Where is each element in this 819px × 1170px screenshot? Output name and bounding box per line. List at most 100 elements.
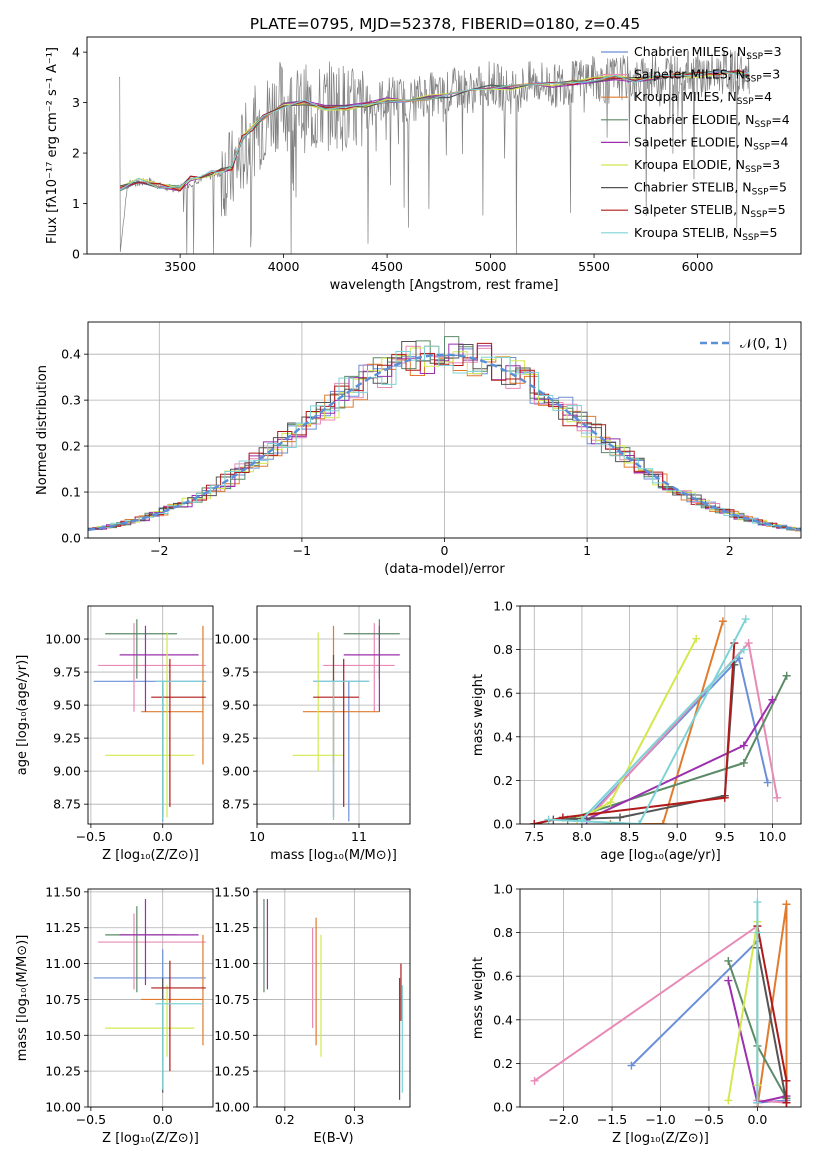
y-tick-label: 9.25: [222, 731, 250, 746]
y-tick-label: 0.2: [493, 773, 513, 788]
legend-label-sub: SSP: [750, 210, 767, 220]
x-tick-label: 5000: [475, 259, 507, 274]
y-tick-label: 0.6: [493, 969, 513, 984]
weight-marker: [753, 928, 762, 937]
error-bar-point: [151, 658, 206, 807]
plot-area-z_weight: [530, 898, 791, 1107]
weight-series: [530, 660, 739, 824]
x-tick-label: 0.3: [344, 1112, 364, 1127]
axes-frame: [87, 605, 214, 825]
x-tick-label: 10: [249, 829, 265, 844]
y-tick-label: 10.25: [214, 1064, 250, 1079]
model-spectrum-kroupa_stelib: [119, 70, 750, 191]
weight-marker: [544, 815, 553, 824]
legend-label-tail: =5: [767, 202, 785, 217]
y-tick-label: 9.25: [53, 731, 81, 746]
x-tick-label: −2.0: [548, 1112, 578, 1127]
x-tick-label: 4000: [268, 259, 300, 274]
y-tick-label: 0.4: [61, 347, 81, 362]
y-tick-label: 10.75: [45, 992, 81, 1007]
legend-label-main: Salpeter ELODIE, N: [634, 134, 753, 149]
error-bar-point: [98, 913, 206, 990]
axes-residuals: −2 −1 0 1 2 0.0 0.1 0.2 0.3 0.4 (data-model)/error…: [35, 321, 802, 577]
y-tick-label: 10.00: [45, 632, 81, 647]
x-tick-label: 0.2: [275, 1112, 295, 1127]
y-tick-label: 9.00: [222, 764, 250, 779]
weight-line: [590, 640, 779, 816]
y-tick-label: 0.1: [61, 485, 81, 500]
x-tick-label: 2: [726, 543, 734, 558]
axes-z_mass: −0.5 0.0 10.00 10.25 10.50 10.75 11.00 11.25 11.…: [15, 884, 214, 1146]
y-tick-label: 9.50: [222, 698, 250, 713]
weight-series: [753, 898, 762, 1107]
x-tick-label: 6000: [682, 259, 714, 274]
weight-line: [548, 618, 747, 824]
y-tick-label: 10.75: [214, 992, 250, 1007]
axes-frame: [256, 888, 411, 1108]
error-bar-point: [105, 985, 195, 1057]
axes-frame: [519, 605, 802, 825]
x-axis-label: wavelength [Angstrom, rest frame]: [330, 278, 559, 293]
legend-label-tail: =5: [759, 225, 777, 240]
weight-series: [753, 922, 791, 1107]
plot-area-age_weight: [530, 615, 791, 824]
legend-label-tail: =4: [771, 112, 789, 127]
y-tick-label: 10.00: [45, 1100, 81, 1115]
y-tick-label: 8.75: [53, 797, 81, 812]
legend-label-kroupa_stelib: Kroupa STELIB, NSSP=5: [634, 225, 778, 243]
weight-series: [544, 615, 750, 824]
weight-marker: [530, 1076, 539, 1085]
weight-marker: [635, 820, 644, 824]
weight-marker: [753, 1098, 762, 1107]
legend-label-salpeter_stelib: Salpeter STELIB, NSSP=5: [634, 202, 786, 220]
y-tick-label: 4: [72, 45, 80, 60]
y-tick-label: 1.0: [493, 882, 513, 897]
x-tick-label: 0.0: [747, 1112, 767, 1127]
y-tick-label: 1: [72, 196, 80, 211]
weight-marker: [739, 741, 748, 750]
plot-area-mass_age: [292, 619, 400, 822]
legend-label-sub: SSP: [753, 142, 770, 152]
error-bar-point: [98, 623, 206, 712]
x-tick-label: 9.0: [667, 829, 687, 844]
legend-label-salpeter_elodie: Salpeter ELODIE, NSSP=4: [634, 134, 789, 152]
y-tick-label: 8.75: [222, 797, 250, 812]
legend-label-sub: SSP: [746, 52, 763, 62]
weight-marker: [741, 615, 750, 624]
plot-area-ebv_mass: [263, 899, 403, 1100]
y-tick-label: 0.2: [493, 1056, 513, 1071]
x-tick-label: −2: [150, 543, 168, 558]
legend-label-kroupa_miles: Kroupa MILES, NSSP=4: [634, 89, 772, 107]
y-tick-label: 0.3: [61, 393, 81, 408]
weight-series: [530, 639, 739, 824]
legend-label-tail: =3: [762, 157, 780, 172]
weight-marker: [658, 820, 667, 824]
y-tick-label: 0.4: [493, 729, 513, 744]
weight-marker: [616, 813, 625, 822]
legend-label-tail: =5: [769, 180, 787, 195]
error-bar-point: [93, 680, 206, 822]
weight-marker: [577, 815, 586, 824]
plot-area-z_age: [93, 619, 206, 822]
y-tick-label: 11.50: [214, 884, 250, 899]
weight-marker: [782, 900, 791, 909]
x-axis-label: E(B-V): [313, 1131, 353, 1146]
histogram-kroupa_elodie: [96, 347, 801, 530]
legend-label-kroupa_elodie: Kroupa ELODIE, NSSP=3: [634, 157, 780, 175]
error-bar-point: [105, 906, 178, 993]
x-tick-label: −0.5: [76, 1112, 106, 1127]
legend-label-main: Chabrier ELODIE, N: [634, 112, 754, 127]
plot-area-residuals: [88, 336, 801, 532]
weight-marker: [782, 1098, 791, 1107]
weight-line: [610, 621, 724, 824]
weight-series: [606, 617, 727, 824]
error-bar-point: [313, 680, 370, 822]
weight-marker: [782, 671, 791, 680]
x-tick-label: −0.5: [694, 1112, 724, 1127]
y-tick-label: 11.00: [45, 956, 81, 971]
error-bar-point: [313, 680, 370, 821]
weight-marker: [739, 758, 748, 767]
legend-label-tail: =4: [770, 134, 788, 149]
